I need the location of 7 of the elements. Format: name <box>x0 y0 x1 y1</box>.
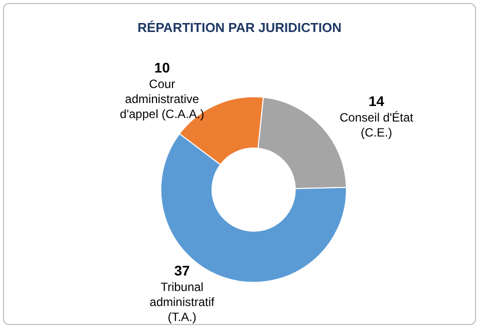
chart-title: RÉPARTITION PAR JURIDICTION <box>138 20 342 35</box>
slice-label: Conseil d'État (C.E.) <box>340 110 414 140</box>
data-label: 10 <box>154 59 170 76</box>
data-label: 14 <box>368 92 384 109</box>
data-label: 37 <box>174 262 190 279</box>
slice-label: Cour administrative d'appel (C.A.A.) <box>120 76 204 121</box>
slice-label: Tribunal administratif (T.A.) <box>150 280 216 324</box>
